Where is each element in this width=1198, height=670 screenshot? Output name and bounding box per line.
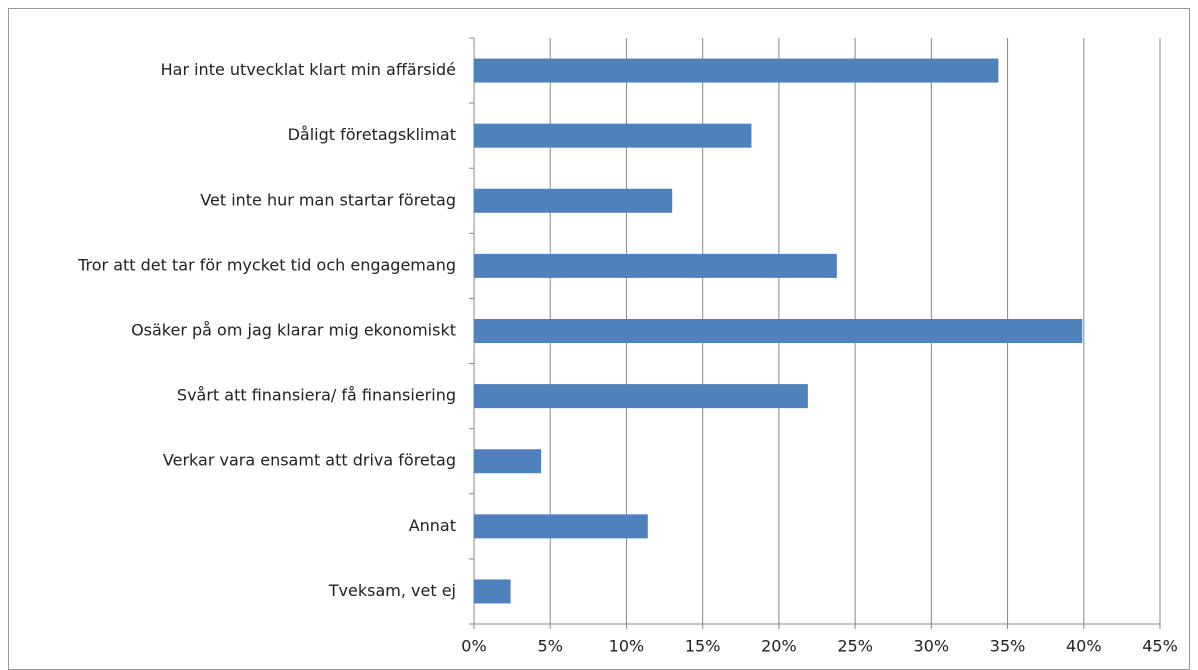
x-tick-label: 35% — [990, 637, 1026, 656]
y-tick-label: Tveksam, vet ej — [328, 581, 456, 600]
x-tick-label: 20% — [761, 637, 797, 656]
y-tick-label: Verkar vara ensamt att driva företag — [163, 451, 456, 470]
x-tick-label: 30% — [914, 637, 950, 656]
x-tick-label: 25% — [837, 637, 873, 656]
bar — [474, 319, 1083, 343]
y-tick-label: Svårt att finansiera/ få finansiering — [177, 386, 456, 405]
x-tick-label: 10% — [609, 637, 645, 656]
x-tick-label: 45% — [1142, 637, 1178, 656]
y-tick-label: Tror att det tar för mycket tid och enga… — [77, 255, 456, 274]
bar — [474, 188, 673, 213]
bar — [474, 253, 837, 278]
bar — [474, 58, 999, 83]
x-tick-label: 15% — [685, 637, 721, 656]
x-tick-label: 40% — [1066, 637, 1102, 656]
bar — [474, 123, 752, 148]
y-tick-label: Har inte utvecklat klart min affärsidé — [161, 60, 456, 79]
bar — [474, 449, 542, 474]
bar — [474, 579, 511, 604]
y-tick-label: Annat — [409, 516, 456, 535]
bar — [474, 514, 648, 539]
bar — [474, 384, 808, 409]
x-tick-label: 0% — [461, 637, 486, 656]
y-tick-label: Osäker på om jag klarar mig ekonomiskt — [131, 321, 456, 340]
x-tick-label: 5% — [538, 637, 563, 656]
y-tick-label: Dåligt företagsklimat — [288, 125, 456, 144]
y-tick-label: Vet inte hur man startar företag — [200, 190, 456, 209]
